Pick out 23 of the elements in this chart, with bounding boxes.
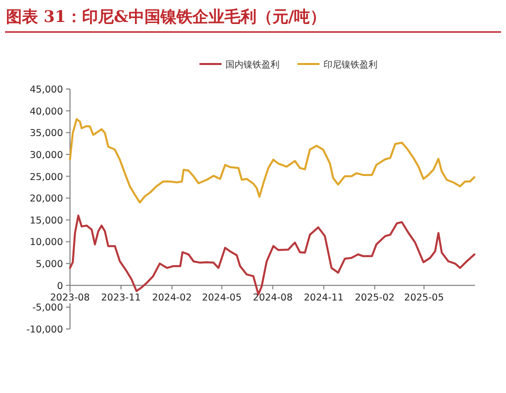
y-tick-label: 20,000 [30,194,63,205]
x-tick-label: 2025-02 [354,292,395,304]
x-tick-label: 2023-08 [50,292,90,304]
y-tick-label: -5,000 [32,302,63,314]
x-tick-label: 2024-11 [304,292,344,304]
y-tick-label: 30,000 [30,150,63,161]
y-tick-label: -10,000 [26,324,63,336]
y-tick-label: 35,000 [30,128,63,140]
y-tick-label: 5,000 [36,259,63,270]
x-tick-label: 2025-05 [404,292,444,304]
y-tick-label: 15,000 [30,215,63,226]
y-tick-label: 40,000 [30,106,63,118]
x-tick-label: 2024-08 [252,292,293,304]
legend-label: 印尼镍铁盈利 [324,60,378,70]
x-tick-label: 2023-11 [101,292,141,304]
y-tick-label: 45,000 [30,84,63,96]
legend-label: 国内镍铁盈利 [226,60,280,70]
y-tick-label: 0 [56,280,63,292]
x-tick-label: 2024-05 [202,292,242,304]
x-tick-label: 2024-02 [152,292,192,304]
y-tick-label: 10,000 [30,237,63,248]
chart-title: 图表 31：印尼&中国镍铁企业毛利（元/吨） [6,7,326,26]
y-tick-label: 25,000 [30,172,63,183]
